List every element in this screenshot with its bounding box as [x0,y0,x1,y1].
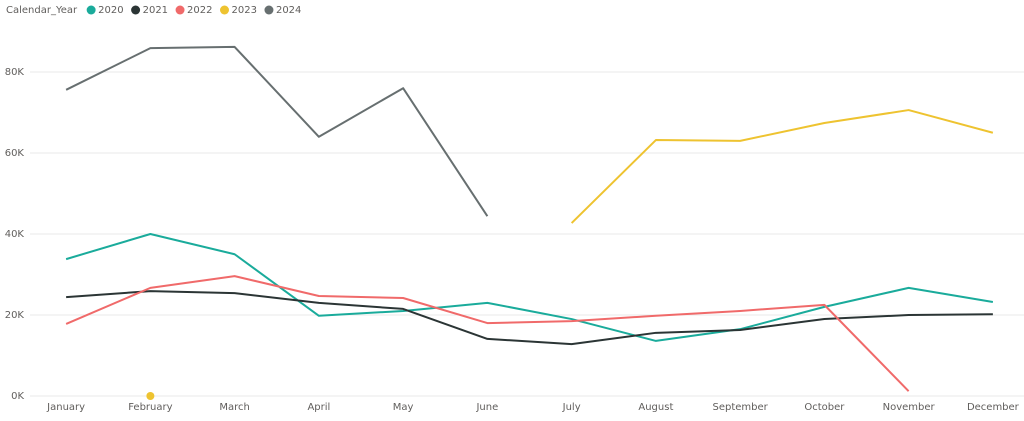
x-tick-label: April [307,402,330,413]
x-tick-label: November [883,402,936,413]
x-tick-label: December [967,402,1020,413]
y-tick-label: 0K [11,391,24,402]
x-tick-label: October [804,402,845,413]
x-tick-label: March [219,402,249,413]
legend-label: 2021 [143,5,168,16]
x-tick-label: May [393,402,414,413]
point [146,392,155,400]
legend-marker [131,5,141,15]
legend-title: Calendar_Year [6,5,78,16]
y-tick-label: 60K [5,148,25,159]
y-tick-label: 80K [5,67,25,78]
legend-marker [175,5,185,15]
y-tick-label: 40K [5,229,25,240]
series-line [65,275,910,392]
legend-marker [264,5,274,15]
legend-label: 2020 [98,5,123,16]
legend-label: 2024 [276,5,301,16]
y-tick-label: 20K [5,310,25,321]
legend-label: 2023 [232,5,257,16]
series-line [65,233,994,342]
legend-marker [86,5,96,15]
x-tick-label: July [562,402,581,413]
x-tick-label: September [712,402,768,413]
x-tick-label: August [638,402,673,413]
x-tick-label: January [46,402,85,413]
legend-label: 2022 [187,5,212,16]
x-tick-label: June [475,402,498,413]
legend-marker [220,5,229,15]
x-tick-label: February [128,402,172,413]
series-line [570,109,994,224]
series-line [65,45,489,217]
